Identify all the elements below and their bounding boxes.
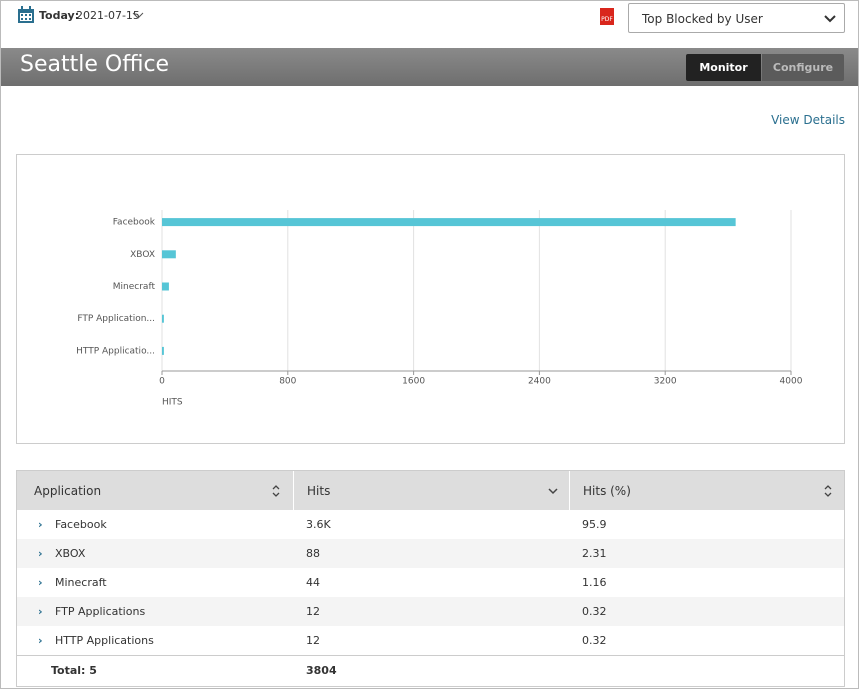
table-cell: 0.32	[582, 605, 607, 618]
data-table: Application Hits Hits (%) › Facebook 3.6K 95.…	[16, 470, 845, 687]
report-select-value: Top Blocked by User	[642, 12, 763, 26]
y-tick-label: Facebook	[113, 218, 156, 228]
column-header-label: Application	[34, 484, 102, 498]
report-select[interactable]: Top Blocked by User	[628, 3, 845, 33]
bar	[162, 282, 169, 291]
bar	[162, 314, 164, 323]
expand-chevron[interactable]: ›	[38, 605, 43, 618]
table-cell: 3.6K	[306, 518, 331, 531]
chevron[interactable]	[132, 12, 144, 20]
y-tick-label: HTTP Applicatio...	[76, 346, 155, 356]
table-row[interactable]: › FTP Applications 12 0.32	[17, 597, 844, 626]
table-cell: Facebook	[55, 518, 107, 531]
y-tick-label: FTP Application...	[77, 314, 155, 324]
x-axis-label: HITS	[162, 398, 183, 408]
sort-icon[interactable]	[548, 485, 558, 497]
x-tick-label: 3200	[654, 377, 677, 387]
y-tick-label: XBOX	[130, 250, 155, 260]
expand-chevron[interactable]: ›	[38, 576, 43, 589]
chart: 0 800 1600 2400 3200 4000 HITS Facebook XBOX Mine…	[76, 210, 803, 408]
table-cell: 12	[306, 634, 320, 647]
table-cell: FTP Applications	[55, 605, 146, 618]
bar	[162, 346, 164, 355]
table-row[interactable]: › Minecraft 44 1.16	[17, 568, 844, 597]
table-cell: 12	[306, 605, 320, 618]
title-bar: Seattle Office Monitor Configure	[1, 48, 858, 86]
table-cell: 0.32	[582, 634, 607, 647]
tab-configure[interactable]: Configure	[762, 54, 844, 81]
view-details-link[interactable]: View Details	[771, 113, 845, 127]
column-header[interactable]: Hits	[293, 471, 569, 510]
table-row[interactable]: › HTTP Applications 12 0.32	[17, 626, 844, 655]
table-cell: 2.31	[582, 547, 607, 560]
expand-chevron[interactable]: ›	[38, 518, 43, 531]
chart-panel	[16, 154, 845, 444]
column-header-label: Hits	[307, 484, 331, 498]
column-header-label: Hits (%)	[583, 484, 631, 498]
y-tick-label: Minecraft	[113, 282, 156, 292]
x-tick-label: 1600	[402, 377, 425, 387]
pdf-icon[interactable]: PDF	[600, 8, 614, 25]
table-cell: Minecraft	[55, 576, 107, 589]
bar	[162, 218, 736, 227]
bar	[162, 250, 176, 259]
tab-monitor[interactable]: Monitor	[686, 54, 761, 81]
x-tick-label: 2400	[528, 377, 551, 387]
table-cell: 44	[306, 576, 320, 589]
total-row: Total: 5 3804	[17, 655, 844, 686]
table-cell: 3804	[306, 664, 337, 677]
expand-chevron[interactable]: ›	[38, 634, 43, 647]
column-header[interactable]: Hits (%)	[569, 471, 844, 510]
date-label: Today:	[39, 9, 80, 22]
table-cell: HTTP Applications	[55, 634, 154, 647]
table-row[interactable]: › Facebook 3.6K 95.9	[17, 510, 844, 539]
x-tick-label: 0	[159, 377, 165, 387]
table-row[interactable]: › XBOX 88 2.31	[17, 539, 844, 568]
sort-icon[interactable]	[823, 485, 833, 497]
date[interactable]: 2021-07-15	[76, 9, 140, 22]
table-header: Application Hits Hits (%)	[17, 471, 844, 510]
table-cell: 1.16	[582, 576, 607, 589]
chevron	[824, 15, 836, 23]
table-cell: Total: 5	[51, 664, 97, 677]
page-title: Seattle Office	[20, 52, 170, 77]
table-cell: XBOX	[55, 547, 86, 560]
calendar-icon[interactable]	[17, 6, 35, 24]
sort-icon[interactable]	[271, 485, 281, 497]
x-tick-label: 4000	[780, 377, 803, 387]
table-cell: 95.9	[582, 518, 607, 531]
x-tick-label: 800	[279, 377, 296, 387]
table-cell: 88	[306, 547, 320, 560]
expand-chevron[interactable]: ›	[38, 547, 43, 560]
column-header[interactable]: Application	[17, 471, 293, 510]
